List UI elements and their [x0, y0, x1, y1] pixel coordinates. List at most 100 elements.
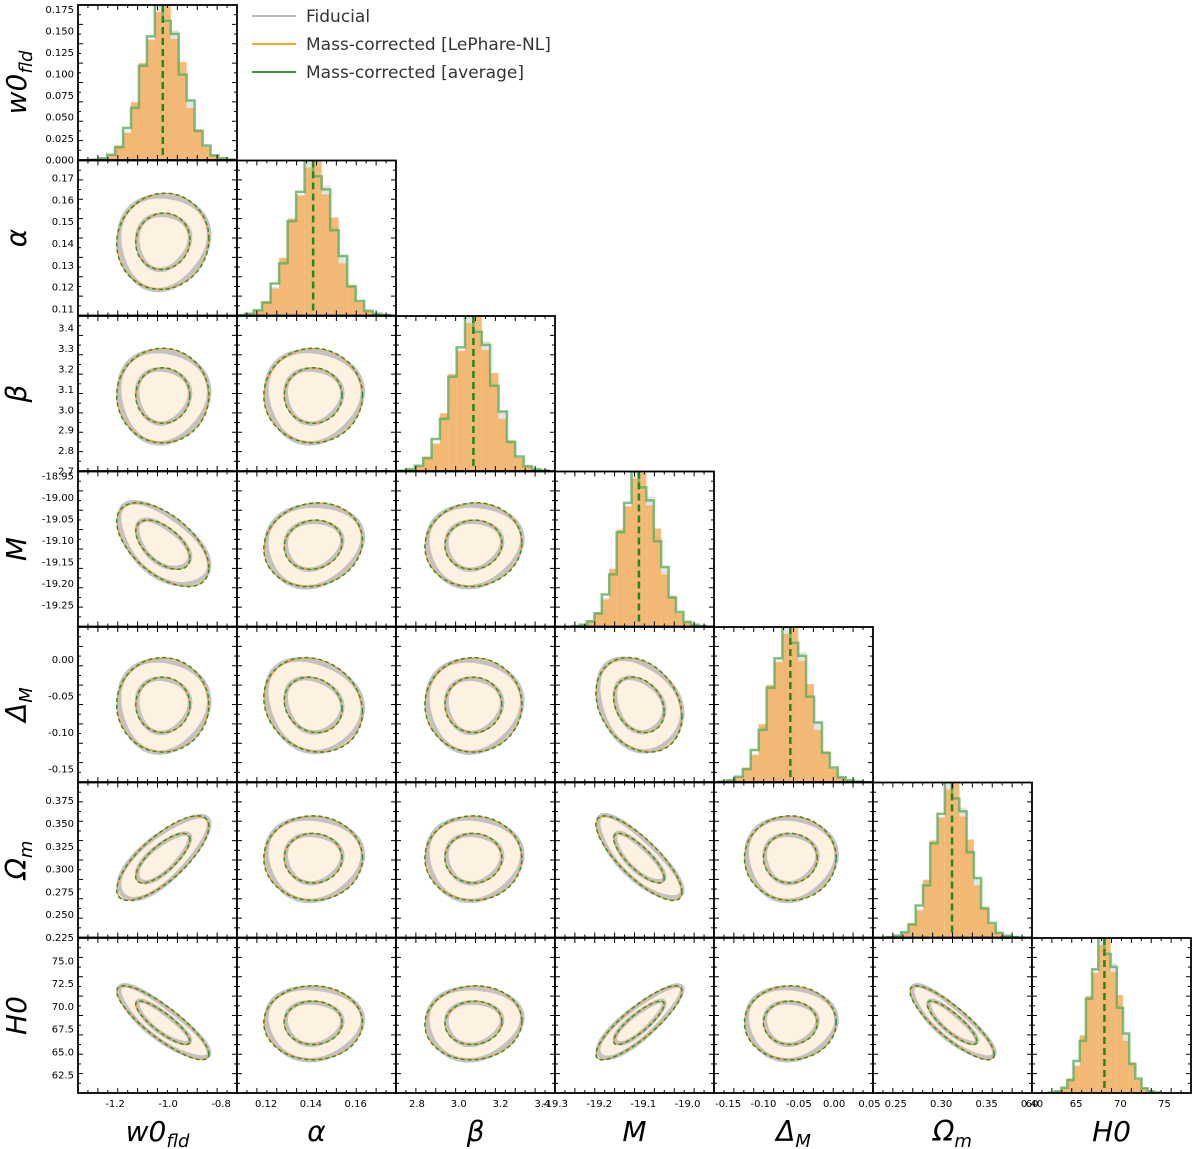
panel-Om-Om [872, 781, 1033, 939]
y-tick-label: -19.25 [42, 600, 74, 611]
y-tick-label: 0.350 [45, 819, 74, 830]
hist-bar-lephare [194, 129, 203, 160]
y-axis-label-dM: ΔM [0, 687, 37, 724]
y-tick-label: 70.0 [52, 1002, 74, 1013]
x-tick-label: -19.0 [675, 1099, 701, 1110]
hist-bar-lephare [279, 257, 288, 316]
hist-bar-lephare [321, 194, 331, 316]
x-tick-label: 0.40 [1021, 1099, 1043, 1110]
hist-bar-lephare [1067, 1078, 1074, 1093]
contour-average [134, 519, 191, 570]
x-tick-label: -0.10 [751, 1099, 777, 1110]
y-tick-label: 0.300 [45, 865, 74, 876]
hist-bar-lephare [347, 284, 356, 316]
y-tick-label: 0.025 [45, 134, 74, 145]
panel-dM-dM [713, 626, 874, 783]
y-tick-label: 2.7 [58, 467, 74, 478]
hist-bar-lephare [138, 62, 147, 160]
contour-fiducial [612, 675, 667, 735]
contour-average [262, 656, 364, 753]
hist-bar-lephare [131, 102, 139, 160]
contour-fiducial [762, 832, 820, 886]
hist-bar-lephare [988, 924, 996, 938]
y-tick-label: -0.15 [48, 764, 74, 775]
panel-Om-H0: 0.25 0.30 0.35 0.40 Ωm [872, 937, 1043, 1149]
hist-bar-lephare [1104, 939, 1111, 1093]
x-tick-label: -0.8 [211, 1099, 231, 1110]
hist-step-average [396, 316, 550, 471]
contour-fiducial [444, 1000, 505, 1048]
contour-average [444, 832, 503, 884]
contour-fiducial [595, 656, 685, 754]
y-tick-label: 3.2 [58, 365, 74, 376]
contour-average [115, 656, 210, 753]
x-tick-label: 65 [1070, 1099, 1083, 1110]
contour-fiducial [425, 985, 525, 1063]
contour-fiducial [264, 985, 366, 1063]
hist-bar-lephare [638, 472, 647, 627]
contour-average [595, 984, 683, 1061]
hist-bar-lephare [837, 776, 846, 782]
contour-fiducial [134, 676, 193, 736]
y-tick-label: 0.100 [45, 69, 74, 80]
hist-bar-lephare [355, 302, 365, 316]
panel-w0-Om: 0.225 0.250 0.275 0.300 0.325 0.350 0.375 Ωm [0, 781, 238, 944]
hist-bar-lephare [423, 456, 432, 471]
panel-beta-M [395, 470, 556, 628]
contour-fiducial [283, 1000, 345, 1048]
hist-bar-lephare [995, 932, 1003, 938]
contour-average [424, 656, 523, 753]
hist-step-average [1047, 938, 1162, 1093]
contour-average [134, 1000, 191, 1046]
x-tick-label: 60 [1026, 1099, 1039, 1110]
contour-average [115, 501, 210, 588]
contour-average [926, 1000, 978, 1046]
contour-average [134, 366, 191, 425]
hist-bar-lephare [162, 6, 171, 160]
y-tick-label: 0.225 [45, 933, 74, 944]
x-tick-label: 70 [1114, 1099, 1127, 1110]
contour-fiducial [116, 499, 212, 587]
contour-fiducial [595, 983, 685, 1061]
hist-bar-lephare [448, 373, 457, 471]
hist-bar-lephare [915, 910, 923, 938]
y-tick-label: 67.5 [52, 1025, 74, 1036]
x-tick-label: -0.05 [786, 1099, 812, 1110]
contour-fiducial [595, 812, 685, 900]
contour-average [595, 656, 683, 753]
hist-bar-lephare [313, 161, 322, 316]
contour-average [762, 832, 819, 884]
hist-bar-lephare [1061, 1088, 1068, 1093]
contour-lephare [444, 519, 503, 570]
hist-bar-lephare [646, 505, 654, 627]
contour-fiducial [425, 658, 525, 755]
y-tick-label: 0.050 [45, 112, 74, 123]
hist-bar-lephare [782, 633, 791, 782]
hist-bar-lephare [123, 133, 131, 160]
panel-M-M [554, 470, 715, 628]
contour-fiducial [283, 519, 345, 572]
contour-average [283, 519, 343, 571]
contour-average [115, 192, 210, 291]
hist-bar-lephare [981, 906, 989, 938]
x-axis-label-w0: w0fld [126, 1115, 190, 1149]
y-tick-label: 0.16 [52, 195, 74, 206]
x-tick-label: 0.14 [300, 1099, 322, 1110]
panel-w0-alpha: 0.11 0.12 0.13 0.14 0.15 0.16 0.17 α [0, 159, 238, 317]
x-tick-label: 3.2 [493, 1099, 509, 1110]
hist-bar-lephare [586, 621, 595, 627]
y-tick-label: 0.11 [52, 304, 74, 315]
x-tick-label: -19.2 [586, 1099, 612, 1110]
hist-bar-lephare [742, 767, 751, 782]
legend-label: Mass-corrected [average] [306, 63, 524, 83]
y-tick-label: 65.0 [52, 1047, 74, 1058]
y-tick-label: 75.0 [52, 956, 74, 967]
y-tick-label: 0.125 [45, 48, 74, 59]
y-tick-label: 72.5 [52, 979, 74, 990]
contour-fiducial [116, 348, 212, 446]
hist-bar-lephare [473, 317, 482, 471]
hist-bar-lephare [750, 755, 759, 782]
y-tick-label: -0.10 [48, 728, 74, 739]
y-tick-label: -19.20 [42, 579, 74, 590]
contour-fiducial [744, 985, 839, 1063]
